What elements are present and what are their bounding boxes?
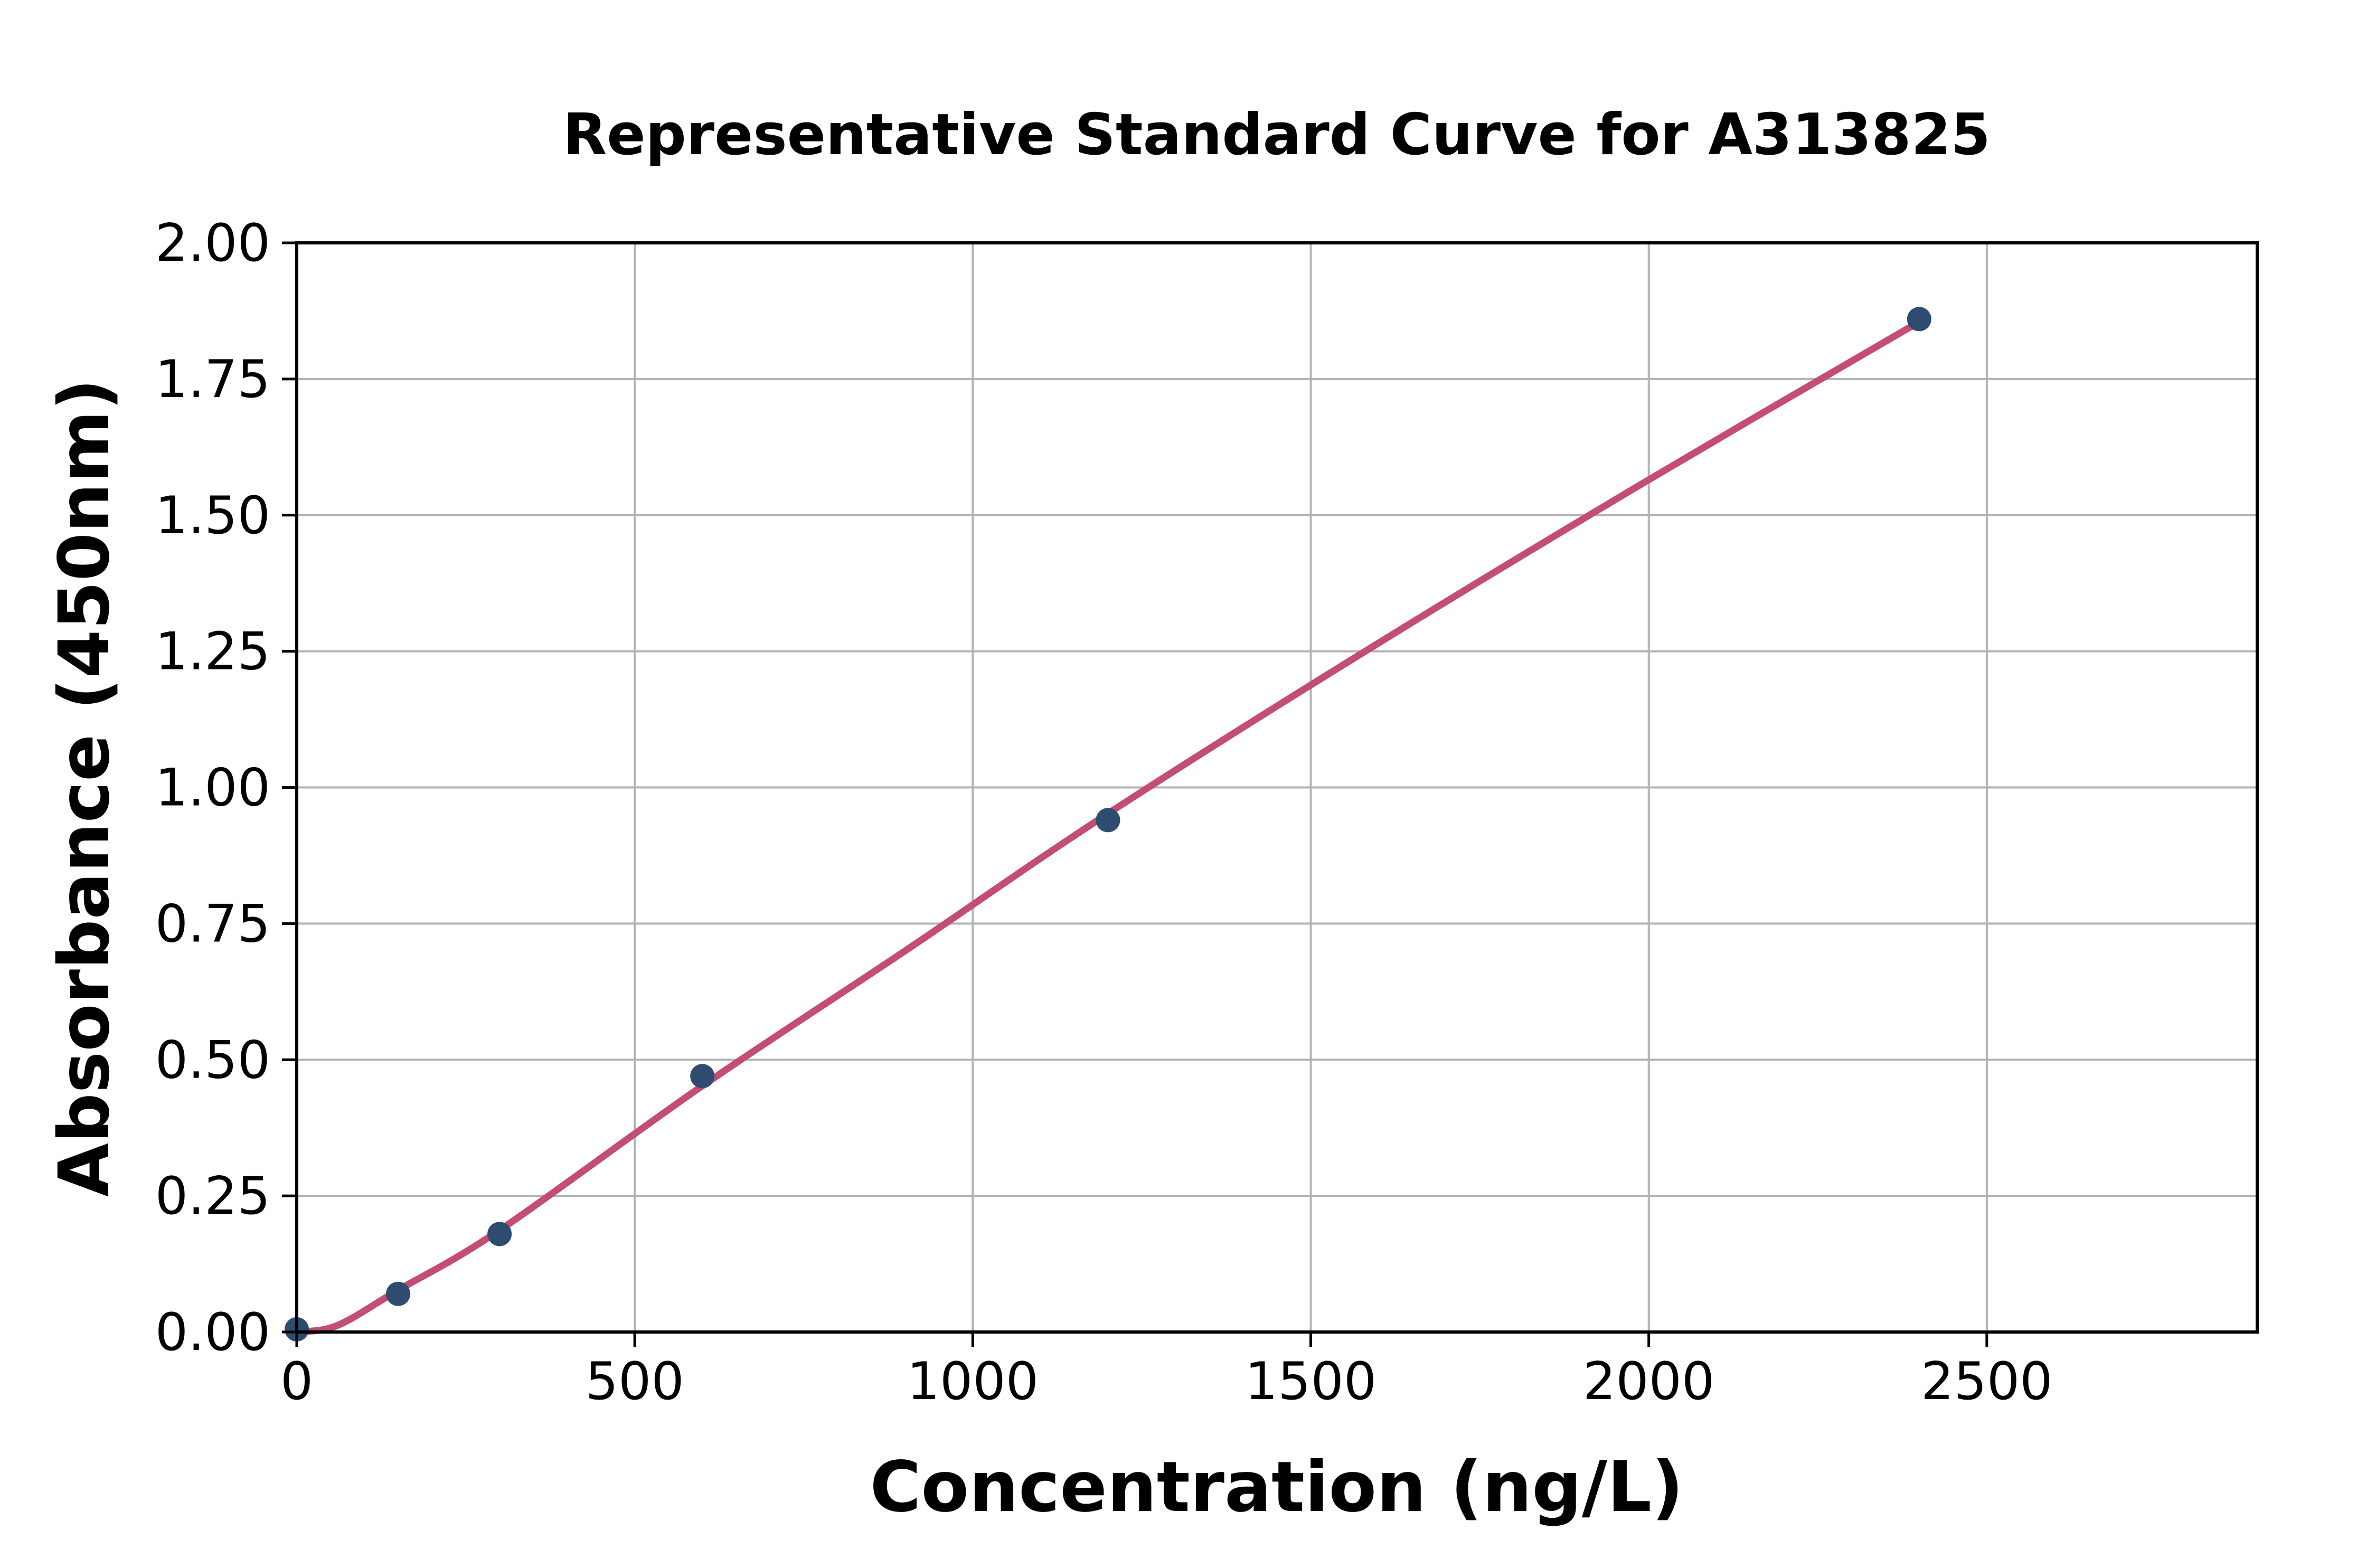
x-tick-label: 2000 bbox=[1583, 1352, 1714, 1412]
data-point bbox=[487, 1222, 512, 1246]
axis-tick-marks bbox=[282, 241, 1988, 1347]
x-tick-label: 0 bbox=[280, 1352, 313, 1412]
fit-curve-line bbox=[293, 318, 1923, 1336]
grid-lines bbox=[297, 243, 2257, 1332]
x-tick-labels: 0 500 1000 1500 2000 2500 bbox=[280, 1352, 2053, 1412]
y-tick-label: 2.00 bbox=[155, 213, 270, 273]
y-tick-label: 0.00 bbox=[155, 1302, 270, 1363]
x-tick-label: 2500 bbox=[1921, 1352, 2052, 1412]
chart-title: Representative Standard Curve for A31382… bbox=[563, 102, 1991, 168]
x-tick-label: 1000 bbox=[907, 1352, 1039, 1412]
y-tick-label: 0.75 bbox=[155, 894, 270, 954]
data-points bbox=[285, 307, 1931, 1342]
y-tick-labels: 0.00 0.25 0.50 0.75 1.00 1.25 1.50 1.75 2.00 bbox=[155, 213, 270, 1363]
data-point bbox=[1096, 808, 1120, 833]
x-axis-label: Concentration (ng/L) bbox=[870, 1447, 1684, 1528]
y-axis-label: Absorbance (450nm) bbox=[44, 379, 125, 1197]
x-tick-label: 1500 bbox=[1245, 1352, 1376, 1412]
y-tick-label: 1.75 bbox=[155, 350, 270, 410]
y-tick-label: 0.50 bbox=[155, 1030, 270, 1090]
y-tick-label: 1.50 bbox=[155, 486, 270, 546]
y-tick-label: 1.00 bbox=[155, 758, 270, 818]
x-tick-label: 500 bbox=[586, 1352, 684, 1412]
y-tick-label: 1.25 bbox=[155, 622, 270, 682]
data-point bbox=[1907, 307, 1931, 332]
y-tick-label: 0.25 bbox=[155, 1166, 270, 1226]
data-point bbox=[386, 1281, 411, 1306]
data-point bbox=[690, 1064, 715, 1089]
